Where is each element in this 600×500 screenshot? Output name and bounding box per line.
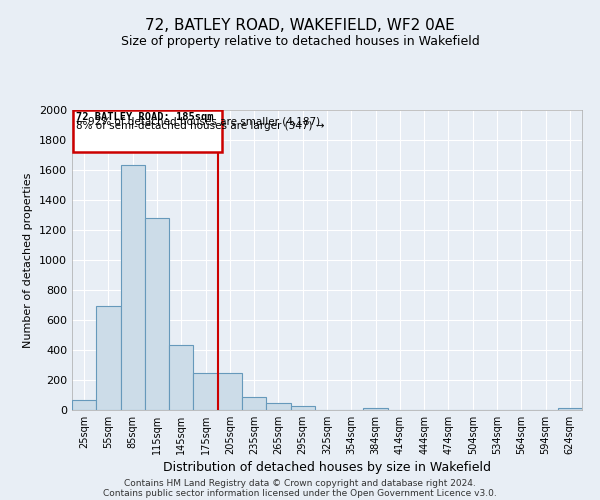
Text: 72, BATLEY ROAD, WAKEFIELD, WF2 0AE: 72, BATLEY ROAD, WAKEFIELD, WF2 0AE: [145, 18, 455, 32]
Bar: [145, 218, 169, 410]
Bar: [121, 165, 145, 410]
Bar: [169, 345, 193, 410]
Text: Contains HM Land Registry data © Crown copyright and database right 2024.: Contains HM Land Registry data © Crown c…: [124, 478, 476, 488]
Bar: [558, 408, 582, 410]
X-axis label: Distribution of detached houses by size in Wakefield: Distribution of detached houses by size …: [163, 461, 491, 474]
Text: 8% of semi-detached houses are larger (347) →: 8% of semi-detached houses are larger (3…: [76, 121, 325, 131]
Bar: [218, 372, 242, 410]
Y-axis label: Number of detached properties: Number of detached properties: [23, 172, 34, 348]
Bar: [290, 406, 315, 410]
Bar: [364, 408, 388, 410]
Bar: [266, 402, 290, 410]
Bar: [72, 400, 96, 410]
Text: Size of property relative to detached houses in Wakefield: Size of property relative to detached ho…: [121, 35, 479, 48]
Bar: [96, 306, 121, 410]
Bar: [242, 396, 266, 410]
Text: 72 BATLEY ROAD: 185sqm: 72 BATLEY ROAD: 185sqm: [76, 112, 214, 122]
Bar: [73, 110, 222, 152]
Text: Contains public sector information licensed under the Open Government Licence v3: Contains public sector information licen…: [103, 488, 497, 498]
Bar: [193, 372, 218, 410]
Text: ← 92% of detached houses are smaller (4,187): ← 92% of detached houses are smaller (4,…: [76, 116, 320, 126]
